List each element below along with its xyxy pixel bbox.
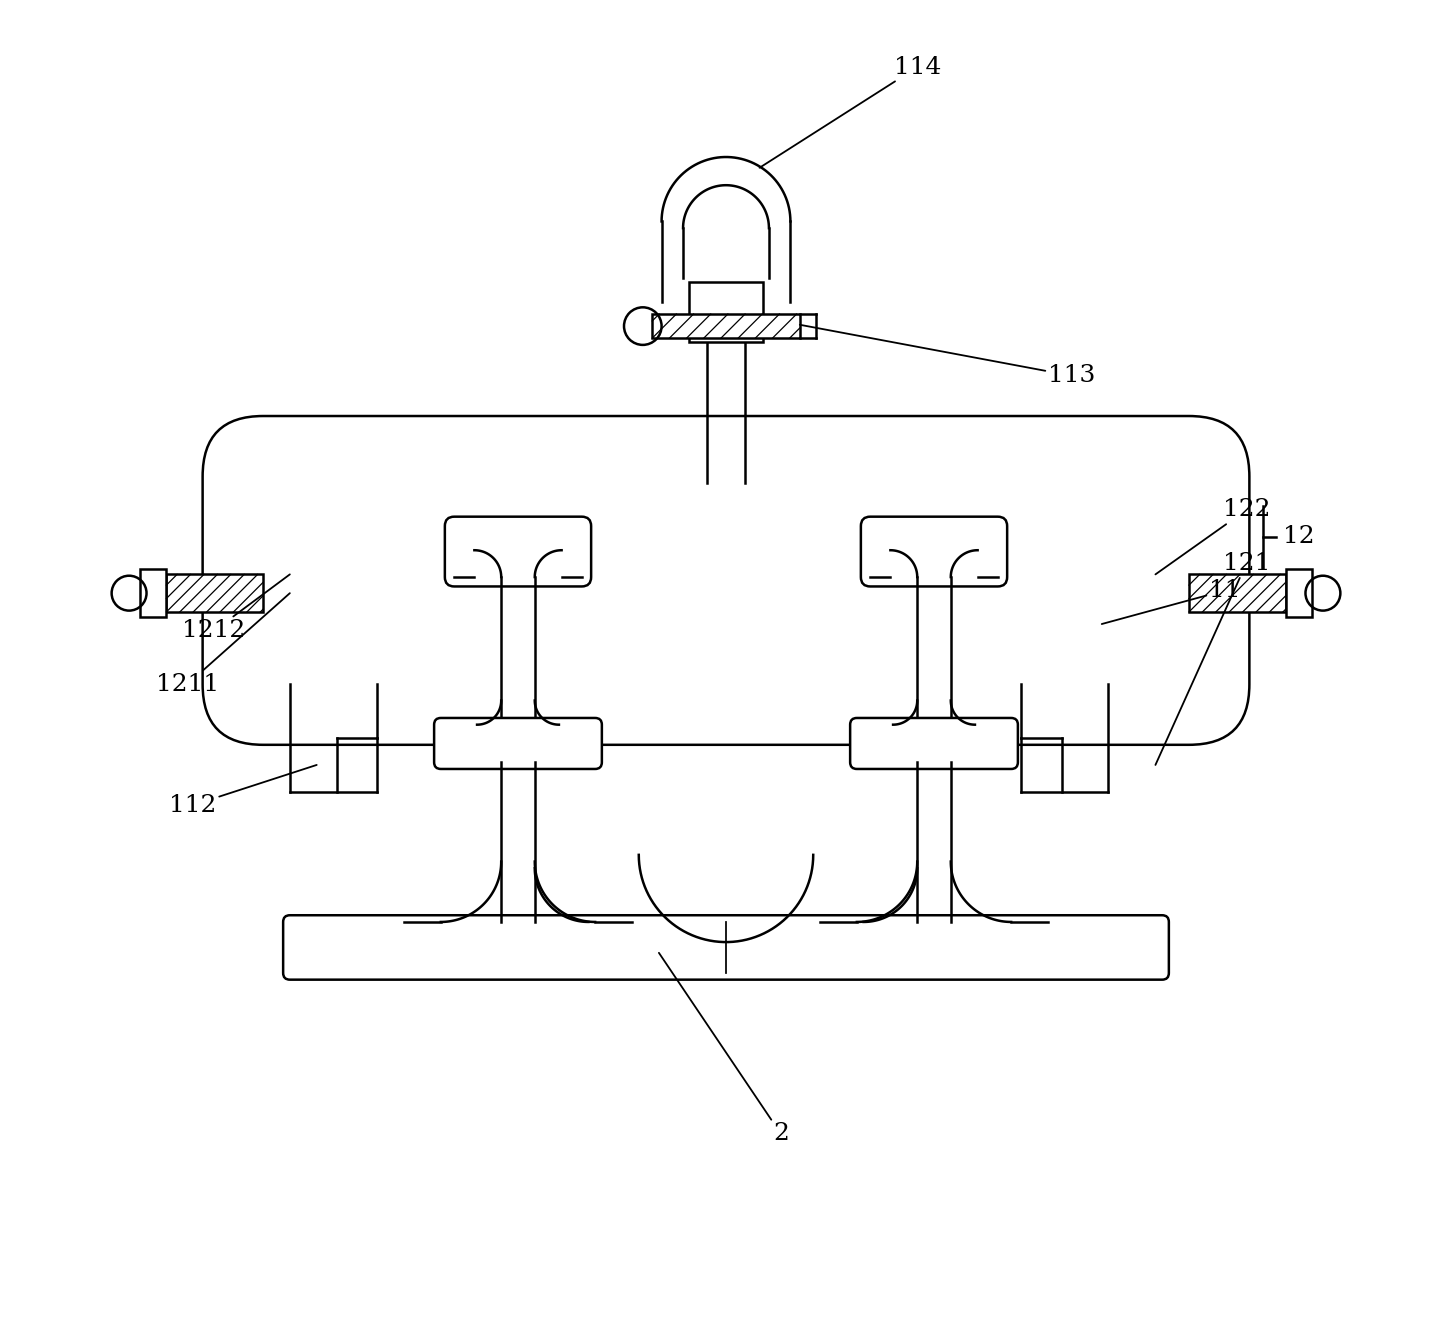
Text: 12: 12 [1284, 525, 1314, 549]
Bar [690, 282, 762, 342]
FancyBboxPatch shape [444, 517, 591, 586]
FancyBboxPatch shape [203, 416, 1249, 745]
Text: 122: 122 [1156, 498, 1270, 574]
Bar [167, 574, 263, 612]
Bar [1285, 569, 1313, 617]
FancyBboxPatch shape [861, 517, 1008, 586]
Text: 113: 113 [800, 325, 1095, 388]
Bar [139, 569, 167, 617]
Bar [1189, 574, 1285, 612]
FancyBboxPatch shape [849, 718, 1018, 769]
Text: 11: 11 [1102, 578, 1240, 624]
Bar [652, 314, 800, 338]
Text: 121: 121 [1156, 552, 1270, 765]
Text: 1212: 1212 [183, 574, 290, 643]
Text: 2: 2 [659, 953, 788, 1146]
FancyBboxPatch shape [434, 718, 603, 769]
Text: 112: 112 [168, 765, 317, 817]
FancyBboxPatch shape [283, 915, 1169, 980]
Text: 114: 114 [759, 55, 941, 168]
Text: 1211: 1211 [155, 593, 290, 696]
